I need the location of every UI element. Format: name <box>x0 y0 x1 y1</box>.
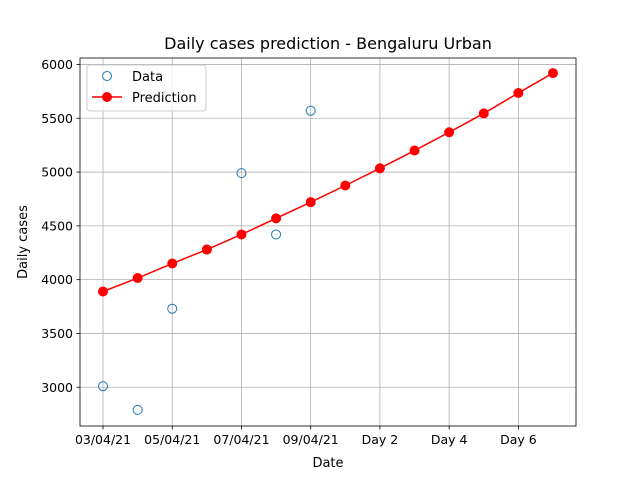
data-point-prediction <box>236 229 247 240</box>
x-axis-label: Date <box>312 456 343 471</box>
y-tick-label: 3000 <box>41 380 73 395</box>
legend-label-prediction: Prediction <box>132 91 197 106</box>
data-point-prediction <box>340 180 351 191</box>
data-point-data <box>132 404 143 415</box>
data-point-data <box>271 229 282 240</box>
y-tick-label: 5000 <box>41 165 73 180</box>
y-tick-label: 5500 <box>41 111 73 126</box>
data-point-prediction <box>201 244 212 255</box>
data-point-prediction <box>513 87 524 98</box>
data-point-prediction <box>547 68 558 79</box>
y-tick-label: 3500 <box>41 326 73 341</box>
x-tick-label: 05/04/21 <box>144 432 200 447</box>
grid <box>80 58 576 426</box>
legend-marker-data <box>102 71 112 81</box>
y-tick-label: 4000 <box>41 272 73 287</box>
y-tick-label: 6000 <box>41 57 73 72</box>
data-point-prediction <box>409 145 420 156</box>
y-axis-label: Daily cases <box>16 205 31 279</box>
data-point-data <box>236 168 247 179</box>
data-point-prediction <box>132 273 143 284</box>
series-layer <box>98 68 558 415</box>
data-point-prediction <box>167 258 178 269</box>
legend-marker-prediction <box>102 92 112 102</box>
data-point-prediction <box>271 213 282 224</box>
legend-label-data: Data <box>132 70 163 85</box>
data-point-prediction <box>98 286 109 297</box>
y-axis-ticks: 3000 3500 4000 4500 5000 5500 6000 <box>41 57 80 395</box>
x-tick-label: 07/04/21 <box>213 432 269 447</box>
data-point-prediction <box>305 197 316 208</box>
data-point-prediction <box>478 108 489 119</box>
data-point-prediction <box>374 163 385 174</box>
x-tick-label: Day 6 <box>500 432 537 447</box>
data-point-prediction <box>444 127 455 138</box>
x-axis-ticks: 03/04/21 05/04/21 07/04/21 09/04/21 Day 2 Day… <box>75 426 537 447</box>
chart-title: Daily cases prediction - Bengaluru Urban <box>164 34 492 53</box>
series-line-prediction <box>102 72 554 293</box>
x-tick-label: 09/04/21 <box>283 432 339 447</box>
data-point-data <box>167 303 178 314</box>
legend-box <box>86 64 207 112</box>
legend: Data Prediction <box>86 64 207 112</box>
data-point-data <box>98 381 109 392</box>
x-tick-label: 03/04/21 <box>75 432 131 447</box>
x-tick-label: Day 2 <box>362 432 399 447</box>
plot-frame <box>79 57 577 427</box>
x-tick-label: Day 4 <box>431 432 468 447</box>
data-point-data <box>305 105 316 116</box>
y-tick-label: 4500 <box>41 218 73 233</box>
